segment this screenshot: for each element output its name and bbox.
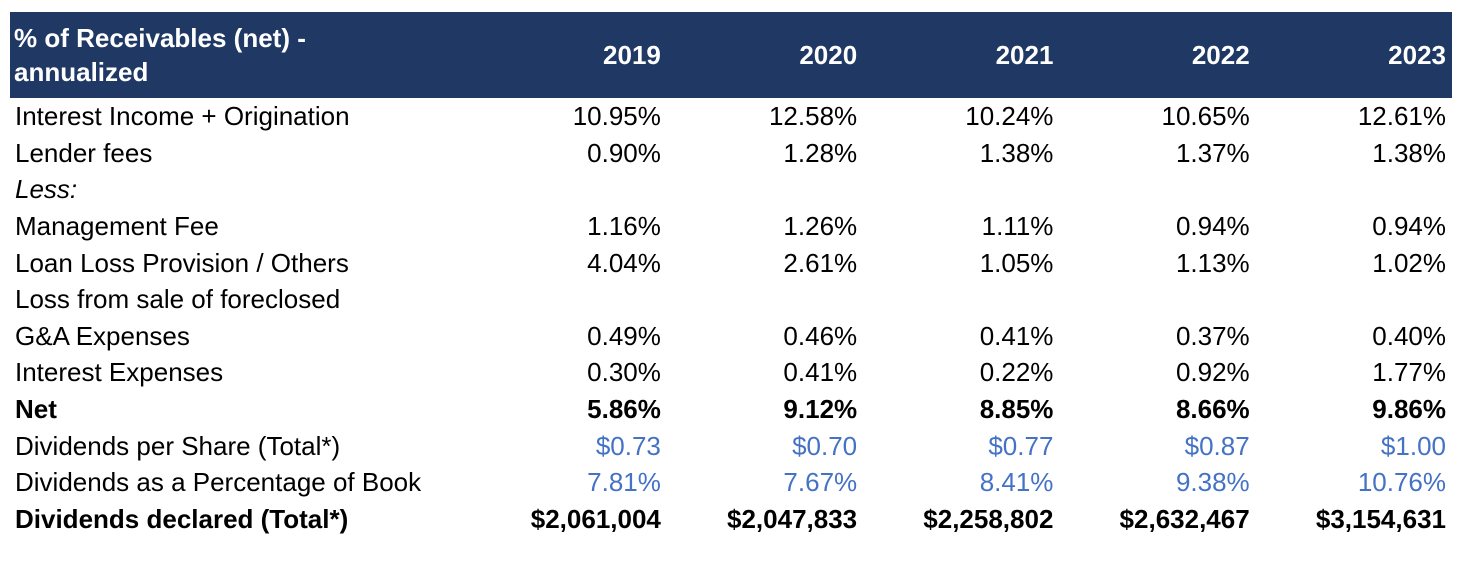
row-value-2019: 10.95% — [572, 101, 661, 132]
row-label: Lender fees — [15, 137, 153, 168]
row-value-2019: 0.49% — [587, 320, 661, 351]
financial-table-container: % of Receivables (net) - annualized 2019… — [10, 12, 1452, 537]
row-value-2020: 7.67% — [783, 467, 858, 498]
row-value-2021: 0.41% — [979, 320, 1054, 351]
row-value-2022: 0.37% — [1175, 320, 1250, 351]
row-interest-income: Interest Income + Origination 10.95% 12.… — [10, 98, 1452, 135]
row-value-2021: 1.11% — [981, 211, 1054, 242]
row-value-2019: 1.16% — [587, 211, 661, 242]
header-year-2019: 2019 — [470, 12, 667, 98]
row-dividends-per-share: Dividends per Share (Total*) $0.73 $0.70… — [10, 427, 1452, 464]
row-value-2020: 1.26% — [783, 211, 858, 242]
row-dividends-pct-book: Dividends as a Percentage of Book 7.81% … — [10, 464, 1452, 501]
row-value-2023: 1.38% — [1372, 137, 1446, 168]
row-value-2023: 10.76% — [1357, 467, 1446, 498]
row-value-2020: 1.28% — [783, 137, 858, 168]
row-value-2019: $0.73 — [595, 430, 661, 461]
header-label-cell: % of Receivables (net) - annualized — [10, 12, 471, 98]
row-value-2020: 2.61% — [783, 247, 858, 278]
row-value-2019 — [471, 171, 667, 208]
row-label: Loss from sale of foreclosed — [15, 284, 341, 315]
row-ga-expenses: G&A Expenses 0.49% 0.46% 0.41% 0.37% 0.4… — [10, 318, 1452, 355]
row-value-2019 — [471, 281, 667, 318]
row-value-2019: 7.81% — [587, 467, 661, 498]
header-label-line1: % of Receivables (net) - — [14, 23, 306, 53]
receivables-table: % of Receivables (net) - annualized 2019… — [10, 12, 1452, 537]
row-value-2021: 8.85% — [979, 394, 1054, 425]
row-value-2022: 1.13% — [1175, 247, 1250, 278]
row-value-2023: 12.61% — [1357, 101, 1446, 132]
row-value-2022: 9.38% — [1175, 467, 1250, 498]
header-year-2023: 2023 — [1255, 12, 1452, 98]
row-value-2023: 0.40% — [1372, 320, 1446, 351]
table-header-row: % of Receivables (net) - annualized 2019… — [10, 12, 1452, 98]
row-loan-loss-provision: Loan Loss Provision / Others 4.04% 2.61%… — [10, 244, 1452, 281]
row-value-2023 — [1256, 171, 1452, 208]
row-management-fee: Management Fee 1.16% 1.26% 1.11% 0.94% 0… — [10, 208, 1452, 245]
row-label: Dividends as a Percentage of Book — [15, 467, 422, 498]
row-value-2020: $2,047,833 — [727, 503, 858, 534]
header-year-2021: 2021 — [863, 12, 1060, 98]
row-value-2021: 0.22% — [979, 357, 1054, 388]
row-value-2020 — [667, 281, 863, 318]
row-label: Dividends per Share (Total*) — [15, 430, 341, 461]
row-value-2022: $2,632,467 — [1119, 503, 1250, 534]
row-value-2019: 4.04% — [587, 247, 661, 278]
row-label: Net — [15, 394, 57, 425]
row-value-2020: 0.46% — [783, 320, 858, 351]
row-label: Interest Income + Origination — [15, 101, 350, 132]
row-value-2019: 5.86% — [587, 394, 661, 425]
row-label: Less: — [15, 174, 78, 205]
row-label: G&A Expenses — [15, 320, 190, 351]
row-value-2022: 8.66% — [1175, 394, 1250, 425]
row-value-2022: 0.92% — [1175, 357, 1250, 388]
row-label: Management Fee — [15, 211, 219, 242]
row-value-2019: $2,061,004 — [530, 503, 661, 534]
row-value-2022: 0.94% — [1175, 211, 1250, 242]
row-value-2019: 0.30% — [587, 357, 661, 388]
row-dividends-declared: Dividends declared (Total*) $2,061,004 $… — [10, 501, 1452, 538]
row-value-2020: 0.41% — [783, 357, 858, 388]
row-value-2022: $0.87 — [1184, 430, 1250, 461]
row-value-2021: 1.05% — [979, 247, 1054, 278]
row-value-2022: 1.37% — [1175, 137, 1250, 168]
row-value-2023: $3,154,631 — [1315, 503, 1446, 534]
row-value-2021 — [863, 171, 1059, 208]
row-value-2020 — [667, 171, 863, 208]
row-interest-expenses: Interest Expenses 0.30% 0.41% 0.22% 0.92… — [10, 354, 1452, 391]
row-value-2021: 8.41% — [979, 467, 1054, 498]
row-net: Net 5.86% 9.12% 8.85% 8.66% 9.86% — [10, 391, 1452, 428]
row-value-2020: 9.12% — [783, 394, 858, 425]
row-value-2023: 0.94% — [1372, 211, 1446, 242]
header-year-2020: 2020 — [666, 12, 864, 98]
row-label: Interest Expenses — [15, 357, 224, 388]
row-value-2023: 1.02% — [1372, 247, 1446, 278]
row-value-2020: $0.70 — [792, 430, 858, 461]
row-value-2021: $2,258,802 — [923, 503, 1054, 534]
row-value-2020: 12.58% — [768, 101, 858, 132]
row-value-2022 — [1059, 171, 1255, 208]
header-label-line2: annualized — [14, 57, 149, 87]
row-value-2022: 10.65% — [1161, 101, 1250, 132]
row-less: Less: — [10, 171, 1452, 208]
row-value-2021: 10.24% — [965, 101, 1054, 132]
row-loss-foreclosed: Loss from sale of foreclosed — [10, 281, 1452, 318]
header-year-2022: 2022 — [1059, 12, 1256, 98]
row-value-2023: $1.00 — [1380, 430, 1446, 461]
row-label: Dividends declared (Total*) — [15, 503, 349, 534]
row-value-2021: $0.77 — [988, 430, 1054, 461]
row-value-2021: 1.38% — [979, 137, 1054, 168]
row-value-2023: 9.86% — [1372, 394, 1446, 425]
row-value-2021 — [863, 281, 1059, 318]
row-lender-fees: Lender fees 0.90% 1.28% 1.38% 1.37% 1.38… — [10, 135, 1452, 172]
row-label: Loan Loss Provision / Others — [15, 247, 349, 278]
row-value-2019: 0.90% — [587, 137, 661, 168]
row-value-2023 — [1256, 281, 1452, 318]
row-value-2022 — [1059, 281, 1255, 318]
row-value-2023: 1.77% — [1372, 357, 1446, 388]
